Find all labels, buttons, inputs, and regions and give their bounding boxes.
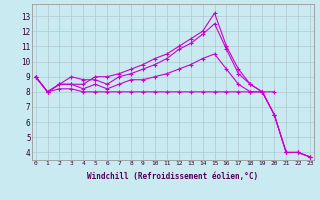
X-axis label: Windchill (Refroidissement éolien,°C): Windchill (Refroidissement éolien,°C) bbox=[87, 172, 258, 181]
